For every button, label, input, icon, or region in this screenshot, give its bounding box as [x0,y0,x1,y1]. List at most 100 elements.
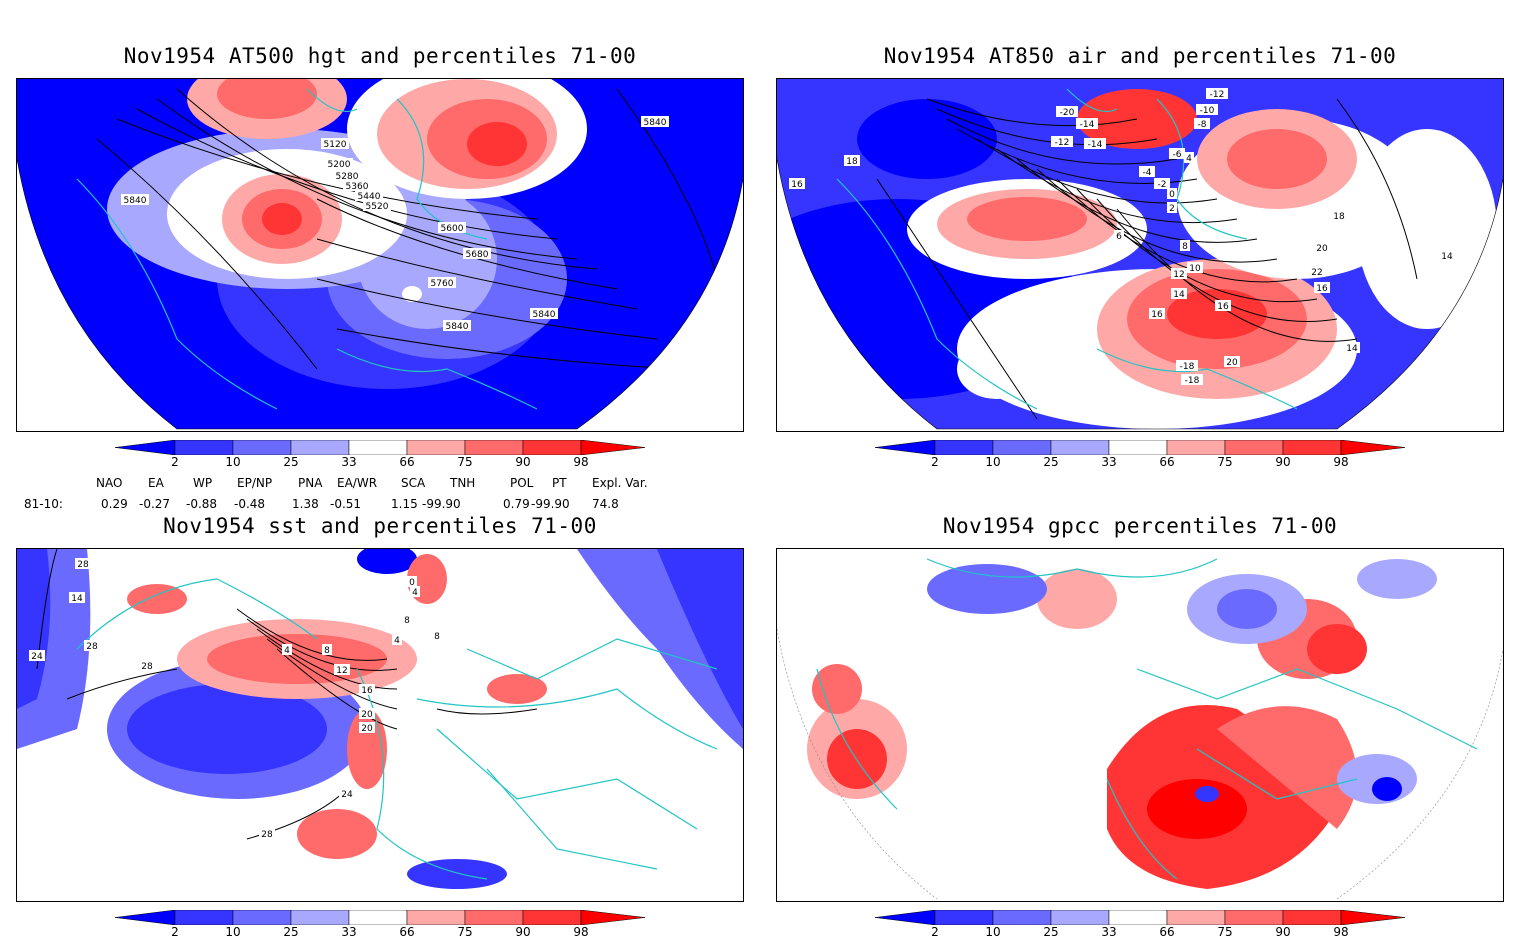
contour-label-bg [69,592,85,603]
colorbar-tick-label: 66 [399,455,415,469]
colorbar-bin [464,440,524,455]
contour-label: 12 [1173,270,1184,280]
colorbar-bin [522,440,582,455]
colorbar-bin [406,440,466,455]
contour-label-bg [322,644,332,655]
coastlines [816,558,1478,880]
colorbar-bin [1166,440,1226,455]
contour-label-bg [333,170,361,181]
colorbar-bin [1224,440,1284,455]
contour-label-bg [1167,202,1177,213]
colorbar-bin [348,910,408,925]
contour-labels: -20 -14 -12 -14 -12 -10 -8 -6 -4 -20 2 4 6 8 10 12 14 16 1… [789,88,1455,386]
colorbar-bin [992,910,1052,925]
colorbar-bin [580,440,645,455]
contour-label: 28 [86,642,98,652]
colorbar-bin [348,440,408,455]
contour-label-bg [259,828,275,839]
contour-label-bg [363,200,391,211]
colorbar-bin [875,910,936,925]
colorbar-tick-label: 25 [283,455,299,469]
contour-label-bg [359,708,375,719]
shade-region [1147,779,1247,839]
colorbar-bin [1340,440,1405,455]
contour-label-bg [75,558,91,569]
index-value: 1.15 [391,497,418,511]
map-panel-gpcc [776,548,1504,902]
contour-label-bg [343,180,371,191]
contour-label-bg [84,640,100,651]
contour-label-bg [428,277,456,288]
index-header: WP [193,476,213,490]
contour-label: 14 [1441,252,1453,262]
map-boundary [777,628,1503,900]
shade-region [957,339,1037,399]
contour-label-bg [359,684,375,695]
shade-region [812,664,862,714]
contour-label-bg [139,660,155,671]
contour-label: 5360 [346,182,369,192]
colorbar-tick-label: 2 [931,925,939,939]
contour-label: 5840 [644,118,667,128]
index-header: TNH [450,476,476,490]
contour-label-bg [1215,300,1231,311]
contour-label-bg [1194,118,1210,129]
colorbar-bin [406,910,466,925]
shade-region [1372,777,1402,801]
contour-label: 16 [361,686,373,696]
panel-4-title: Nov1954 gpcc percentiles 71-00 [942,514,1338,538]
contour-label-bg [789,178,805,189]
contour-label: 4 [412,588,418,598]
colorbar-panel-1: 2 10 25 33 66 75 90 98 [115,440,645,470]
height-contours [96,88,718,370]
shade-region [1195,786,1219,802]
map-boundary [17,158,743,430]
contour-label-bg [325,158,353,169]
contour-label: 16 [791,180,803,190]
contour-label-bg [443,320,471,331]
contour-label: 28 [141,662,153,672]
colorbar-bin [875,440,936,455]
contour-label: 24 [341,790,353,800]
contour-label: 20 [361,724,373,734]
index-header: EA [148,476,164,490]
contour-label-bg [1314,282,1330,293]
colorbar-tick-label: 10 [225,455,241,469]
index-value: -0.27 [139,497,171,511]
contour-label: -14 [1088,140,1103,150]
shade-region [827,729,887,789]
contour-label-bg [1139,166,1155,177]
shade-region [1227,129,1327,189]
contour-label-bg [1171,268,1187,279]
colorbar-bin [115,440,176,455]
colorbar-tick-label: 25 [1043,925,1059,939]
contour-label-bg [844,155,860,166]
colorbar-tick-label: 25 [283,925,299,939]
colorbar-bin [1340,910,1405,925]
shade-region [347,709,387,789]
colorbar-bin [1224,910,1284,925]
colorbar-tick-label: 10 [985,925,1001,939]
coastlines [836,88,1298,410]
colorbar-bin [174,440,234,455]
temperature-contours [876,98,1418,420]
index-header: EP/NP [237,476,273,490]
index-value: -0.48 [234,497,266,511]
colorbar-panel-2: 2 10 25 33 66 75 90 98 [875,440,1405,470]
contour-label: 18 [846,157,858,167]
colorbar-bin [1282,910,1342,925]
contour-label: 28 [77,560,89,570]
contour-label: 5280 [336,172,359,182]
contour-label-bg [392,634,402,645]
contour-label-bg [641,116,669,127]
contour-label-bg [438,222,466,233]
panel-1-title: Nov1954 AT500 hgt and percentiles 71-00 [123,44,637,68]
contour-label: 12 [336,666,347,676]
contour-label: 4 [284,646,290,656]
contour-label: 8 [404,616,410,626]
contour-label: 5680 [466,250,489,260]
contour-label: 5440 [358,192,381,202]
air850-map: -20 -14 -12 -14 -12 -10 -8 -6 -4 -20 2 4 6 8 10 12 14 16 1… [777,79,1503,430]
